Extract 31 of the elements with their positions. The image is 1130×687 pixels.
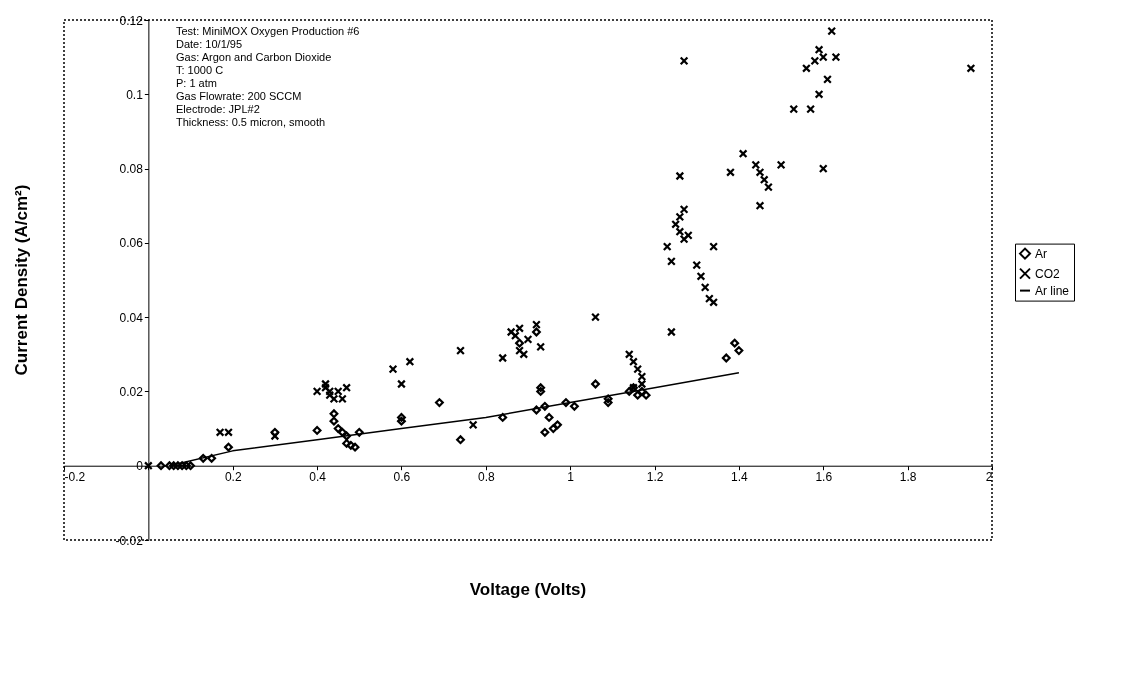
annotation: Electrode: JPL#2 bbox=[176, 103, 260, 115]
y-tick-label: 0.1 bbox=[126, 87, 144, 102]
legend-label: Ar line bbox=[1035, 283, 1070, 298]
annotation: Gas: Argon and Carbon Dioxide bbox=[176, 51, 332, 63]
x-tick-label: 0.2 bbox=[224, 470, 242, 485]
annotation: P: 1 atm bbox=[176, 77, 217, 89]
y-axis-title: Current Density (A/cm²) bbox=[12, 184, 31, 376]
annotation: Date: 10/1/95 bbox=[176, 38, 243, 50]
x-tick-label: 1.2 bbox=[646, 470, 664, 485]
x-tick-label: 0.4 bbox=[309, 470, 327, 485]
annotation: Test: MiniMOX Oxygen Production #6 bbox=[176, 25, 360, 37]
annotation: Thickness: 0.5 micron, smooth bbox=[176, 116, 326, 128]
x-tick-label: 2 bbox=[985, 470, 993, 485]
x-tick-label: 1.8 bbox=[899, 470, 917, 485]
y-tick-label: 0.02 bbox=[119, 384, 144, 399]
y-tick-label: 0.04 bbox=[119, 310, 144, 325]
annotation: T: 1000 C bbox=[176, 64, 224, 76]
legend-label: Ar bbox=[1035, 246, 1047, 261]
y-tick-label: 0.06 bbox=[119, 236, 144, 251]
x-tick-label: 1 bbox=[567, 470, 575, 485]
annotation: Gas Flowrate: 200 SCCM bbox=[176, 90, 302, 102]
x-axis-title: Voltage (Volts) bbox=[469, 580, 587, 599]
x-tick-label: -0.2 bbox=[64, 470, 86, 485]
y-tick-label: -0.02 bbox=[115, 533, 144, 548]
y-tick-label: 0.08 bbox=[119, 162, 144, 177]
x-tick-label: 1.4 bbox=[731, 470, 749, 485]
x-tick-label: 1.6 bbox=[815, 470, 833, 485]
x-tick-label: 0.6 bbox=[393, 470, 411, 485]
y-tick-label: 0.12 bbox=[119, 13, 144, 28]
legend-label: CO2 bbox=[1035, 266, 1060, 281]
x-tick-label: 0.8 bbox=[477, 470, 495, 485]
